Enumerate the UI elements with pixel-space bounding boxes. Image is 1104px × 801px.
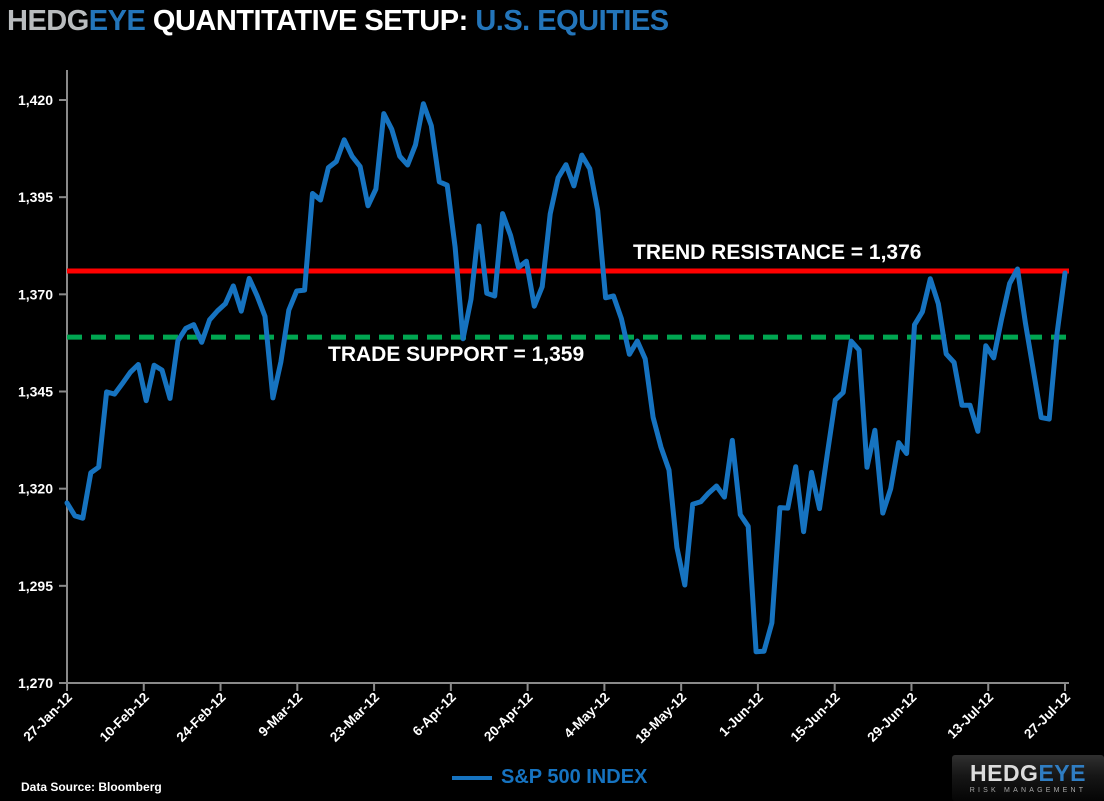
x-tick-label: 18-May-12 [632,690,689,747]
hedgeye-logo-wordmark: HEDGEYE [970,762,1086,785]
chart-legend: S&P 500 INDEX [452,766,647,789]
y-tick-label: 1,395 [18,189,53,205]
hedgeye-logo: HEDGEYE RISK MANAGEMENT [952,755,1104,801]
x-tick-label: 9-Mar-12 [256,690,306,740]
sp500-series-line [64,101,1068,655]
logo-eye-text: EYE [1038,760,1086,786]
x-tick-label: 24-Feb-12 [173,690,228,745]
data-source-note: Data Source: Bloomberg [21,780,162,794]
y-tick-label: 1,270 [18,675,53,691]
title-hedg: HEDG [7,5,89,37]
y-tick-label: 1,345 [18,384,53,400]
y-tick-label: 1,420 [18,92,53,108]
x-tick-label: 6-Apr-12 [410,690,459,739]
title-main: QUANTITATIVE SETUP: [145,5,476,37]
y-tick-label: 1,370 [18,286,53,302]
x-tick-label: 27-Jan-12 [20,690,75,745]
logo-hedg-text: HEDG [970,760,1039,786]
x-tick-label: 10-Feb-12 [97,690,152,745]
trade-support-label: TRADE SUPPORT = 1,359 [328,343,585,366]
title-subject: U.S. EQUITIES [475,5,669,37]
x-tick-label: 29-Jun-12 [864,690,919,745]
x-tick-label: 15-Jun-12 [788,690,843,745]
page-title: HEDGEYE QUANTITATIVE SETUP: U.S. EQUITIE… [7,5,669,38]
x-tick-label: 27-Jul-12 [1021,690,1073,742]
x-tick-label: 1-Jun-12 [716,690,766,740]
y-tick-label: 1,295 [18,578,53,594]
x-tick-label: 23-Mar-12 [327,690,382,745]
x-tick-label: 20-Apr-12 [481,690,536,745]
x-tick-label: 13-Jul-12 [944,690,996,742]
legend-line-swatch [452,775,492,780]
x-tick-label: 4-May-12 [561,690,612,741]
title-eye: EYE [88,5,146,37]
y-tick-label: 1,320 [18,481,53,497]
hedgeye-logo-tagline: RISK MANAGEMENT [969,787,1087,794]
legend-label: S&P 500 INDEX [501,766,648,788]
trend-resistance-label: TREND RESISTANCE = 1,376 [633,241,922,264]
